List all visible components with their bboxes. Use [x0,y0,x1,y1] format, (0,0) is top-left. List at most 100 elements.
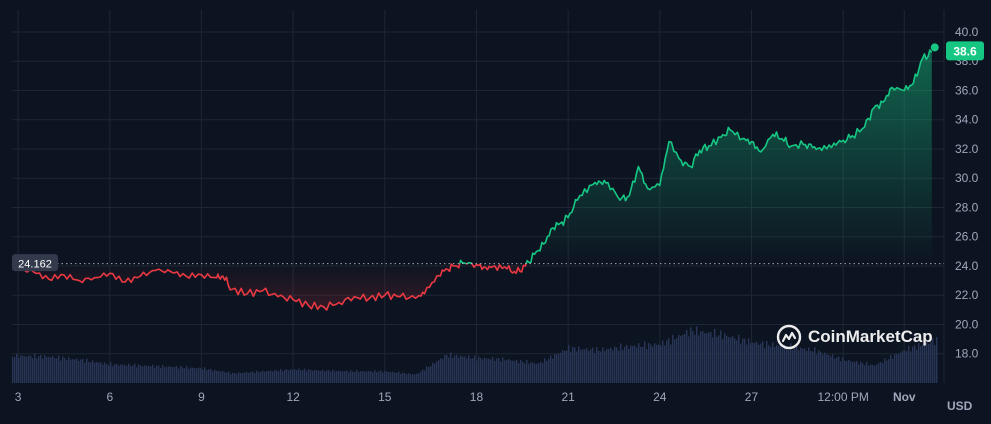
volume-bar [850,361,852,383]
volume-bar [490,359,492,383]
volume-bar [122,364,124,383]
volume-bar [932,338,934,383]
volume-bar [708,332,710,383]
volume-bar [322,369,324,383]
volume-bar [326,370,328,383]
volume-bar [386,371,388,383]
volume-bar [70,359,72,383]
volume-bar [834,358,836,383]
x-tick-label: 9 [198,390,205,404]
volume-bar [392,371,394,383]
volume-bar [74,359,76,383]
volume-bar [532,362,534,383]
price-line-down [17,263,461,311]
value-labels: 24.162 38.6 [12,41,984,272]
volume-bar [702,331,704,383]
volume-bar [356,370,358,383]
volume-bar [742,338,744,383]
volume-bar [664,345,666,383]
volume-bar [712,337,714,383]
volume-bar [586,348,588,383]
volume-bar [482,359,484,383]
volume-bar [366,371,368,383]
volume-bar [562,350,564,383]
volume-bar [260,371,262,383]
volume-bar [30,356,32,383]
volume-bar [518,363,520,383]
volume-bar [646,349,648,383]
y-tick-label: 22.0 [955,288,979,302]
volume-bar [92,360,94,383]
volume-bar [484,357,486,383]
volume-bar [812,351,814,383]
volume-bar [488,358,490,383]
volume-bar [84,362,86,383]
volume-bar [674,339,676,383]
volume-bar [594,353,596,383]
volume-bar [198,367,200,383]
volume-bar [414,374,416,383]
volume-bar [422,369,424,383]
volume-bar [126,366,128,383]
volume-bar [90,362,92,383]
volume-bar [516,359,518,383]
volume-bar [284,369,286,383]
volume-bar [756,341,758,383]
volume-bar [172,367,174,383]
volume-bar [788,350,790,383]
volume-bar [156,365,158,383]
volume-bar [462,356,464,383]
volume-bar [560,352,562,383]
volume-bar [808,347,810,383]
volume-bar [138,364,140,383]
reference-value-box [12,254,58,272]
volume-bar [330,371,332,383]
y-tick-label: 18.0 [955,347,979,361]
volume-bar [454,355,456,383]
volume-bar [370,371,372,383]
volume-bar [54,358,56,383]
volume-bar [246,372,248,383]
volume-bar [362,371,364,383]
volume-bar [720,330,722,383]
volume-bar [348,372,350,383]
volume-bar [446,354,448,383]
volume-bar [748,338,750,383]
volume-bar [818,350,820,383]
volume-bar [620,343,622,383]
volume-bar [248,372,250,383]
volume-bar [538,363,540,383]
volume-bar [550,355,552,383]
volume-bar [146,365,148,383]
volume-bar [18,357,20,383]
volume-bar [324,371,326,383]
volume-bar [420,371,422,383]
volume-bar [510,360,512,383]
volume-bar [686,329,688,383]
volume-bar [676,338,678,383]
volume-bar [442,359,444,383]
volume-bar [264,371,266,383]
price-line [17,49,933,311]
volume-bar [216,370,218,383]
volume-bar [186,366,188,383]
volume-bar [634,345,636,383]
volume-bar [862,363,864,383]
volume-bar [840,361,842,383]
volume-bar [758,344,760,383]
volume-bar [922,344,924,383]
volume-bar [854,362,856,383]
price-area-up [459,260,467,264]
volume-bar [548,358,550,383]
volume-bar [360,371,362,383]
volume-bar [642,346,644,383]
volume-bar [100,362,102,383]
volume-bar [804,348,806,383]
volume-bar [288,370,290,383]
volume-bar [596,346,598,383]
volume-bar [570,351,572,383]
volume-bar [340,371,342,383]
volume-bar [606,348,608,383]
volume-bar [584,349,586,383]
